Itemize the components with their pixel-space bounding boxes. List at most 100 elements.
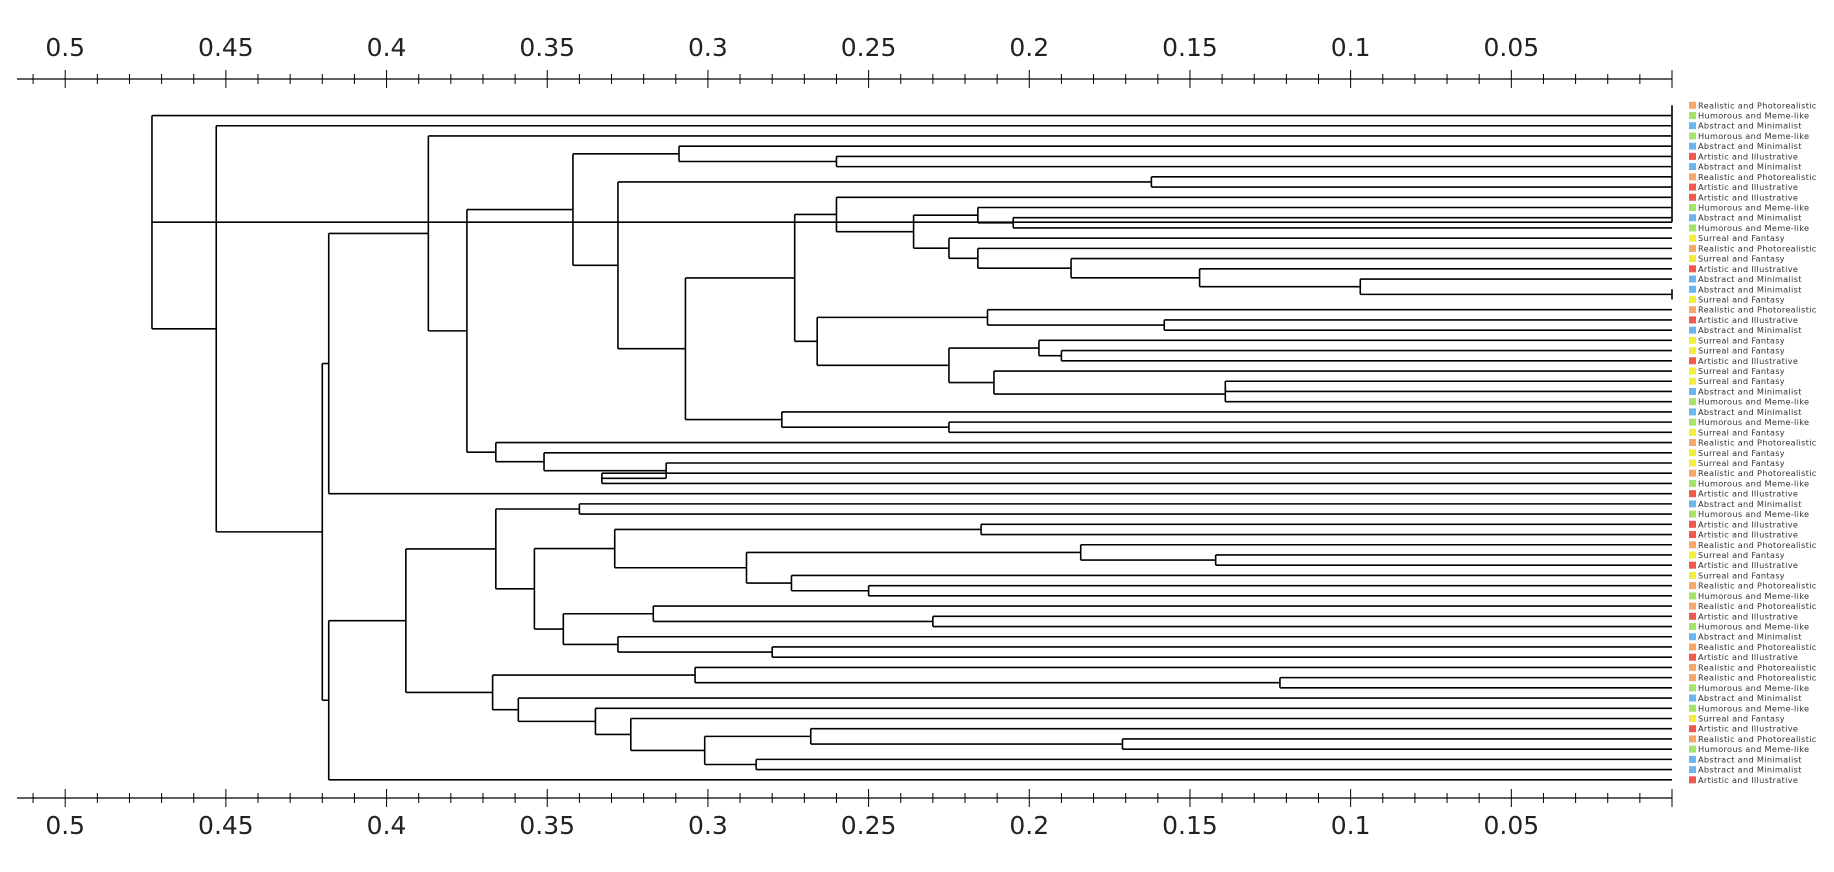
leaf-label: Surreal and Fantasy — [1698, 570, 1785, 580]
leaf-item: Surreal and Fantasy — [1689, 448, 1785, 458]
leaf-label: Realistic and Photorealistic — [1698, 601, 1817, 611]
leaf-label: Humorous and Meme-like — [1698, 744, 1809, 754]
leaf-label: Artistic and Illustrative — [1698, 264, 1798, 274]
bottom-tick-label: 0.05 — [1483, 811, 1539, 840]
bottom-tick-label: 0.15 — [1162, 811, 1218, 840]
leaf-label: Humorous and Meme-like — [1698, 509, 1809, 519]
leaf-color-swatch — [1689, 735, 1696, 743]
leaf-label: Abstract and Minimalist — [1698, 274, 1802, 284]
leaf-color-swatch — [1689, 306, 1696, 314]
leaf-color-swatch — [1689, 490, 1696, 498]
leaf-label: Humorous and Meme-like — [1698, 478, 1809, 488]
leaf-color-swatch — [1689, 173, 1696, 181]
leaf-color-swatch — [1689, 214, 1696, 222]
leaf-label: Realistic and Photorealistic — [1698, 642, 1817, 652]
leaf-label: Abstract and Minimalist — [1698, 284, 1802, 294]
leaf-color-swatch — [1689, 398, 1696, 406]
leaf-label: Surreal and Fantasy — [1698, 233, 1785, 243]
leaf-label: Artistic and Illustrative — [1698, 151, 1798, 161]
bottom-tick-label: 0.4 — [367, 811, 407, 840]
leaf-item: Humorous and Meme-like — [1689, 591, 1809, 601]
leaf-item: Surreal and Fantasy — [1689, 335, 1785, 345]
leaf-item: Abstract and Minimalist — [1689, 141, 1802, 151]
leaf-label: Humorous and Meme-like — [1698, 203, 1809, 213]
leaf-label: Artistic and Illustrative — [1698, 489, 1798, 499]
leaf-item: Realistic and Photorealistic — [1689, 243, 1817, 253]
leaf-label: Artistic and Illustrative — [1698, 611, 1798, 621]
bottom-tick-label: 0.45 — [198, 811, 254, 840]
leaf-item: Abstract and Minimalist — [1689, 325, 1802, 335]
leaf-item: Humorous and Meme-like — [1689, 683, 1809, 693]
leaf-label: Artistic and Illustrative — [1698, 652, 1798, 662]
leaf-item: Abstract and Minimalist — [1689, 632, 1802, 642]
leaf-item: Surreal and Fantasy — [1689, 458, 1785, 468]
leaf-color-swatch — [1689, 377, 1696, 385]
leaf-label: Abstract and Minimalist — [1698, 162, 1802, 172]
leaf-label: Humorous and Meme-like — [1698, 683, 1809, 693]
leaf-color-swatch — [1689, 285, 1696, 293]
leaf-label: Artistic and Illustrative — [1698, 530, 1798, 540]
top-tick-label: 0.2 — [1009, 33, 1049, 62]
leaf-color-swatch — [1689, 204, 1696, 211]
leaf-item: Abstract and Minimalist — [1689, 274, 1802, 284]
leaf-color-swatch — [1689, 224, 1696, 232]
leaf-label: Realistic and Photorealistic — [1698, 100, 1817, 110]
leaf-item: Artistic and Illustrative — [1689, 560, 1798, 570]
dendrogram-branches — [151, 105, 1673, 781]
leaf-color-swatch — [1689, 725, 1696, 733]
leaf-label: Surreal and Fantasy — [1698, 550, 1785, 560]
leaf-item: Surreal and Fantasy — [1689, 233, 1785, 243]
leaf-label: Surreal and Fantasy — [1698, 254, 1785, 264]
leaf-item: Surreal and Fantasy — [1689, 570, 1785, 580]
leaf-item: Artistic and Illustrative — [1689, 724, 1798, 734]
leaf-item: Surreal and Fantasy — [1689, 376, 1785, 386]
leaf-label: Surreal and Fantasy — [1698, 448, 1785, 458]
leaf-color-swatch — [1689, 674, 1696, 682]
leaf-color-swatch — [1689, 766, 1696, 774]
leaf-color-swatch — [1689, 663, 1696, 671]
leaf-color-swatch — [1689, 704, 1696, 712]
top-axis: 0.5 0.45 0.4 0.35 0.3 0.25 0.2 0.15 0.1 0.05 — [17, 33, 1673, 88]
leaf-item: Realistic and Photorealistic — [1689, 468, 1817, 478]
leaf-label: Humorous and Meme-like — [1698, 417, 1809, 427]
leaf-color-swatch — [1689, 387, 1696, 395]
bottom-tick-label: 0.3 — [688, 811, 728, 840]
top-tick-label: 0.4 — [367, 33, 407, 62]
leaf-label: Humorous and Meme-like — [1698, 703, 1809, 713]
leaf-color-swatch — [1689, 745, 1696, 753]
leaf-color-swatch — [1689, 612, 1696, 620]
leaf-label: Humorous and Meme-like — [1698, 397, 1809, 407]
leaf-label: Artistic and Illustrative — [1698, 519, 1798, 529]
leaf-color-swatch — [1689, 520, 1696, 528]
leaf-label: Artistic and Illustrative — [1698, 315, 1798, 325]
leaf-color-swatch — [1689, 408, 1696, 416]
leaf-label: Abstract and Minimalist — [1698, 499, 1802, 509]
leaf-label: Surreal and Fantasy — [1698, 294, 1785, 304]
leaf-color-swatch — [1689, 633, 1696, 641]
leaf-label: Abstract and Minimalist — [1698, 632, 1802, 642]
top-tick-label: 0.05 — [1483, 33, 1539, 62]
leaf-item: Surreal and Fantasy — [1689, 294, 1785, 304]
leaf-item: Humorous and Meme-like — [1689, 397, 1809, 407]
leaf-color-swatch — [1689, 265, 1696, 273]
leaf-item: Realistic and Photorealistic — [1689, 540, 1816, 550]
leaf-label: Realistic and Photorealistic — [1698, 662, 1817, 672]
leaf-item: Abstract and Minimalist — [1689, 162, 1802, 172]
leaf-label: Humorous and Meme-like — [1698, 111, 1809, 121]
leaf-item: Abstract and Minimalist — [1689, 693, 1802, 703]
leaf-label: Realistic and Photorealistic — [1698, 468, 1817, 478]
leaf-item: Surreal and Fantasy — [1689, 346, 1785, 356]
leaf-color-swatch — [1689, 234, 1696, 242]
leaf-item: Artistic and Illustrative — [1689, 775, 1798, 785]
bottom-tick-label: 0.25 — [841, 811, 897, 840]
leaf-label: Realistic and Photorealistic — [1698, 243, 1817, 253]
leaf-label: Artistic and Illustrative — [1698, 724, 1798, 734]
leaf-item: Abstract and Minimalist — [1689, 407, 1802, 417]
top-tick-label: 0.35 — [519, 33, 575, 62]
leaf-item: Artistic and Illustrative — [1689, 315, 1798, 325]
leaf-item: Realistic and Photorealistic — [1689, 734, 1816, 744]
leaf-color-swatch — [1689, 561, 1696, 569]
leaf-color-swatch — [1689, 316, 1696, 324]
